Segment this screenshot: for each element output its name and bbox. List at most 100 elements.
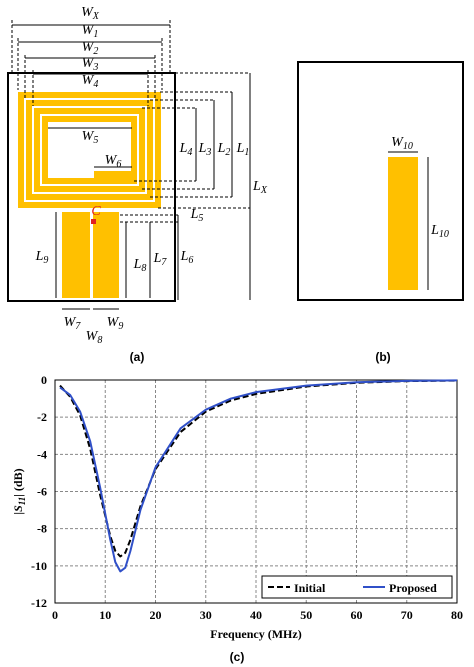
y-axis-label-part: | [11, 512, 25, 515]
dimension-label: L6 [180, 249, 194, 266]
label-sub: 1 [93, 29, 98, 40]
label-base: L [190, 207, 199, 222]
x-tick-label: 40 [250, 608, 262, 622]
point-c [91, 219, 96, 224]
y-tick-label: -2 [37, 410, 47, 424]
dimension-label: L2 [217, 141, 231, 158]
label-base: L [236, 141, 245, 156]
y-tick-label: -4 [37, 447, 47, 461]
x-tick-label: 0 [52, 608, 58, 622]
dimension-label: WX [81, 5, 100, 22]
y-axis-label-part: S [11, 505, 25, 512]
y-tick-label: 0 [41, 373, 47, 387]
dimension-label: L5 [190, 207, 204, 224]
x-axis-label: Frequency (MHz) [210, 627, 301, 641]
label-sub: 1 [244, 147, 249, 158]
dimension-label: W5 [82, 129, 99, 146]
dimension-label: W1 [82, 23, 99, 40]
label-base: L [133, 257, 142, 272]
dimension-label: LX [252, 179, 268, 196]
feed-strip [62, 212, 90, 298]
label-base: W [82, 129, 95, 144]
label-base: W [105, 153, 118, 168]
label-sub: 9 [43, 255, 48, 266]
dimension-label: W7 [64, 315, 82, 332]
label-sub: 9 [118, 321, 123, 332]
label-base: W [82, 40, 95, 55]
guides [11, 20, 250, 223]
dimension-label: L3 [198, 141, 212, 158]
label-sub: 8 [141, 263, 146, 274]
legend-label: Proposed [389, 581, 437, 595]
dimension-lines [12, 24, 251, 310]
label-sub: 6 [116, 159, 121, 170]
legend-label: Initial [294, 581, 326, 595]
y-axis-label-part: 11 [17, 497, 27, 506]
label-sub: 3 [92, 62, 98, 73]
label-base: L [35, 249, 44, 264]
dimension-label: W10 [391, 135, 413, 152]
dimension-label: L10 [430, 223, 449, 240]
x-tick-label: 10 [99, 608, 111, 622]
label-sub: 2 [225, 147, 230, 158]
label-sub: X [260, 185, 268, 196]
dimension-label: L9 [35, 249, 49, 266]
panel-caption: (b) [375, 350, 390, 364]
label-base: W [82, 23, 95, 38]
feed-strip [93, 212, 119, 298]
x-tick-label: 60 [351, 608, 363, 622]
label-sub: 10 [403, 141, 413, 152]
dimension-label: L4 [179, 141, 193, 158]
dimension-label: W2 [82, 40, 99, 57]
label-base: L [198, 141, 207, 156]
x-tick-label: 20 [150, 608, 162, 622]
panel-caption: (c) [230, 650, 245, 664]
dimension-label: W6 [105, 153, 122, 170]
substrate [297, 61, 464, 301]
plot-frame [54, 379, 458, 604]
spiral [18, 92, 161, 208]
label-sub: 6 [188, 255, 193, 266]
monopole [388, 157, 418, 290]
label-base: L [153, 251, 162, 266]
label-base: L [430, 223, 439, 238]
panel-caption: (a) [130, 350, 145, 364]
label-sub: 7 [75, 321, 81, 332]
label-sub: 7 [161, 257, 167, 268]
label-base: W [82, 73, 95, 88]
label-sub: 5 [198, 213, 203, 224]
label-base: W [82, 56, 95, 71]
label-sub: X [92, 11, 100, 22]
y-axis-label-part: | (dB) [11, 468, 25, 496]
x-tick-label: 50 [300, 608, 312, 622]
antenna-b [297, 61, 464, 301]
y-axis-label: |S11| (dB) [11, 468, 27, 514]
dimension-label: L8 [133, 257, 147, 274]
label-base: W [81, 5, 94, 20]
series-line [59, 379, 458, 573]
dimension-label: L7 [153, 251, 168, 268]
dimension-label: W3 [82, 56, 99, 73]
y-tick-label: -8 [37, 522, 47, 536]
y-tick-label: -12 [31, 596, 47, 610]
x-tick-label: 70 [401, 608, 413, 622]
chart: 0 -2 -4 -6 -8 -10 -12 0 10 20 30 40 50 60 70 80 Initial P… [11, 373, 463, 664]
y-tick-label: -6 [37, 485, 47, 499]
x-tick-label: 80 [451, 608, 463, 622]
spiral-end [94, 171, 132, 178]
label-base: W [64, 315, 77, 330]
label-base: L [179, 141, 188, 156]
y-tick-label: -10 [31, 559, 47, 573]
label-base: L [180, 249, 189, 264]
label-sub: 2 [93, 46, 98, 57]
x-tick-label: 30 [200, 608, 212, 622]
label-sub: 10 [439, 229, 449, 240]
antenna-a [7, 20, 251, 310]
dimension-label: W8 [86, 329, 103, 346]
series-line [59, 379, 458, 558]
legend-box [261, 575, 453, 599]
dimension-label: W4 [82, 73, 99, 90]
dimension-label: L1 [236, 141, 250, 158]
label-base: L [217, 141, 226, 156]
